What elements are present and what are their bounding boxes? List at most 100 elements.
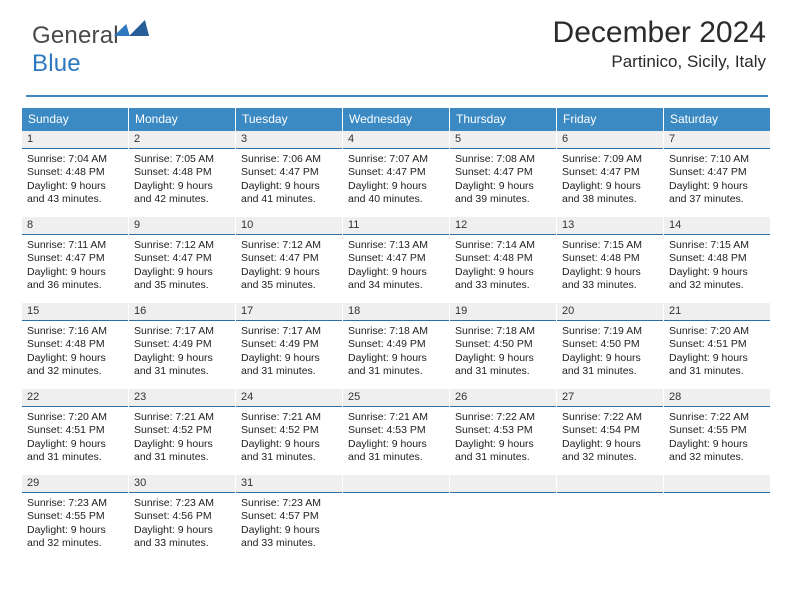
day-body: Sunrise: 7:20 AMSunset: 4:51 PMDaylight:… xyxy=(22,407,128,471)
sunrise-text: Sunrise: 7:21 AM xyxy=(348,411,444,424)
sunset-text: Sunset: 4:52 PM xyxy=(241,424,337,437)
calendar-week: 8Sunrise: 7:11 AMSunset: 4:47 PMDaylight… xyxy=(22,217,770,303)
sunset-text: Sunset: 4:54 PM xyxy=(562,424,658,437)
dow-monday: Monday xyxy=(129,108,236,131)
day-body xyxy=(557,493,663,563)
day-body: Sunrise: 7:23 AMSunset: 4:55 PMDaylight:… xyxy=(22,493,128,557)
sunrise-text: Sunrise: 7:23 AM xyxy=(27,497,123,510)
brand-part2: Blue xyxy=(32,50,81,77)
sunrise-text: Sunrise: 7:04 AM xyxy=(27,153,123,166)
sunset-text: Sunset: 4:57 PM xyxy=(241,510,337,523)
day-body: Sunrise: 7:13 AMSunset: 4:47 PMDaylight:… xyxy=(343,235,449,299)
sunrise-text: Sunrise: 7:21 AM xyxy=(134,411,230,424)
sunrise-text: Sunrise: 7:06 AM xyxy=(241,153,337,166)
day-body: Sunrise: 7:17 AMSunset: 4:49 PMDaylight:… xyxy=(129,321,235,385)
sunrise-text: Sunrise: 7:12 AM xyxy=(241,239,337,252)
daylight-text: Daylight: 9 hours and 36 minutes. xyxy=(27,266,123,293)
day-body: Sunrise: 7:18 AMSunset: 4:49 PMDaylight:… xyxy=(343,321,449,385)
calendar-day: 12Sunrise: 7:14 AMSunset: 4:48 PMDayligh… xyxy=(450,217,557,303)
sunset-text: Sunset: 4:47 PM xyxy=(348,166,444,179)
day-body: Sunrise: 7:10 AMSunset: 4:47 PMDaylight:… xyxy=(664,149,770,213)
sunset-text: Sunset: 4:47 PM xyxy=(669,166,765,179)
sunset-text: Sunset: 4:53 PM xyxy=(455,424,551,437)
daylight-text: Daylight: 9 hours and 41 minutes. xyxy=(241,180,337,207)
daylight-text: Daylight: 9 hours and 33 minutes. xyxy=(455,266,551,293)
sunset-text: Sunset: 4:53 PM xyxy=(348,424,444,437)
day-number: 31 xyxy=(236,475,342,493)
daylight-text: Daylight: 9 hours and 31 minutes. xyxy=(669,352,765,379)
day-body xyxy=(450,493,556,563)
day-body: Sunrise: 7:20 AMSunset: 4:51 PMDaylight:… xyxy=(664,321,770,385)
calendar-day: 10Sunrise: 7:12 AMSunset: 4:47 PMDayligh… xyxy=(236,217,343,303)
day-body: Sunrise: 7:17 AMSunset: 4:49 PMDaylight:… xyxy=(236,321,342,385)
sunrise-text: Sunrise: 7:20 AM xyxy=(669,325,765,338)
daylight-text: Daylight: 9 hours and 39 minutes. xyxy=(455,180,551,207)
sunset-text: Sunset: 4:47 PM xyxy=(241,166,337,179)
daylight-text: Daylight: 9 hours and 31 minutes. xyxy=(241,438,337,465)
dow-saturday: Saturday xyxy=(664,108,770,131)
sunset-text: Sunset: 4:55 PM xyxy=(669,424,765,437)
daylight-text: Daylight: 9 hours and 31 minutes. xyxy=(348,352,444,379)
day-number: 8 xyxy=(22,217,128,235)
day-number: 6 xyxy=(557,131,663,149)
calendar-day: 31Sunrise: 7:23 AMSunset: 4:57 PMDayligh… xyxy=(236,475,343,563)
calendar-day: 2Sunrise: 7:05 AMSunset: 4:48 PMDaylight… xyxy=(129,131,236,217)
day-number: 4 xyxy=(343,131,449,149)
sunrise-text: Sunrise: 7:15 AM xyxy=(669,239,765,252)
day-body xyxy=(664,493,770,563)
calendar-week: 22Sunrise: 7:20 AMSunset: 4:51 PMDayligh… xyxy=(22,389,770,475)
sunset-text: Sunset: 4:51 PM xyxy=(669,338,765,351)
day-number: 15 xyxy=(22,303,128,321)
daylight-text: Daylight: 9 hours and 35 minutes. xyxy=(241,266,337,293)
daylight-text: Daylight: 9 hours and 31 minutes. xyxy=(348,438,444,465)
daylight-text: Daylight: 9 hours and 32 minutes. xyxy=(669,266,765,293)
day-number: 2 xyxy=(129,131,235,149)
day-body: Sunrise: 7:16 AMSunset: 4:48 PMDaylight:… xyxy=(22,321,128,385)
day-body: Sunrise: 7:14 AMSunset: 4:48 PMDaylight:… xyxy=(450,235,556,299)
day-number xyxy=(343,475,449,493)
daylight-text: Daylight: 9 hours and 31 minutes. xyxy=(134,352,230,379)
day-body: Sunrise: 7:21 AMSunset: 4:52 PMDaylight:… xyxy=(129,407,235,471)
sunrise-text: Sunrise: 7:23 AM xyxy=(241,497,337,510)
calendar-day-empty xyxy=(664,475,770,563)
day-body: Sunrise: 7:23 AMSunset: 4:57 PMDaylight:… xyxy=(236,493,342,557)
calendar-day-empty xyxy=(450,475,557,563)
day-body: Sunrise: 7:15 AMSunset: 4:48 PMDaylight:… xyxy=(557,235,663,299)
calendar-day: 1Sunrise: 7:04 AMSunset: 4:48 PMDaylight… xyxy=(22,131,129,217)
header-right: December 2024 Partinico, Sicily, Italy xyxy=(553,16,766,72)
day-number: 13 xyxy=(557,217,663,235)
day-body: Sunrise: 7:22 AMSunset: 4:55 PMDaylight:… xyxy=(664,407,770,471)
day-number: 14 xyxy=(664,217,770,235)
sunset-text: Sunset: 4:48 PM xyxy=(27,338,123,351)
day-number: 16 xyxy=(129,303,235,321)
sunset-text: Sunset: 4:48 PM xyxy=(562,252,658,265)
brand-logo: General Blue xyxy=(32,22,119,78)
day-number: 12 xyxy=(450,217,556,235)
calendar-day: 20Sunrise: 7:19 AMSunset: 4:50 PMDayligh… xyxy=(557,303,664,389)
calendar: Sunday Monday Tuesday Wednesday Thursday… xyxy=(22,108,770,563)
sunset-text: Sunset: 4:47 PM xyxy=(134,252,230,265)
brand-text: General Blue xyxy=(32,22,119,78)
sunset-text: Sunset: 4:49 PM xyxy=(134,338,230,351)
calendar-day: 30Sunrise: 7:23 AMSunset: 4:56 PMDayligh… xyxy=(129,475,236,563)
daylight-text: Daylight: 9 hours and 31 minutes. xyxy=(455,352,551,379)
day-body: Sunrise: 7:07 AMSunset: 4:47 PMDaylight:… xyxy=(343,149,449,213)
day-body: Sunrise: 7:23 AMSunset: 4:56 PMDaylight:… xyxy=(129,493,235,557)
day-body: Sunrise: 7:09 AMSunset: 4:47 PMDaylight:… xyxy=(557,149,663,213)
sunrise-text: Sunrise: 7:21 AM xyxy=(241,411,337,424)
sunset-text: Sunset: 4:50 PM xyxy=(455,338,551,351)
dow-row: Sunday Monday Tuesday Wednesday Thursday… xyxy=(22,108,770,131)
sunrise-text: Sunrise: 7:18 AM xyxy=(348,325,444,338)
sunset-text: Sunset: 4:49 PM xyxy=(348,338,444,351)
day-body xyxy=(343,493,449,563)
sunset-text: Sunset: 4:47 PM xyxy=(562,166,658,179)
sunset-text: Sunset: 4:48 PM xyxy=(455,252,551,265)
daylight-text: Daylight: 9 hours and 37 minutes. xyxy=(669,180,765,207)
calendar-day: 21Sunrise: 7:20 AMSunset: 4:51 PMDayligh… xyxy=(664,303,770,389)
sunrise-text: Sunrise: 7:18 AM xyxy=(455,325,551,338)
sunset-text: Sunset: 4:47 PM xyxy=(455,166,551,179)
sunrise-text: Sunrise: 7:07 AM xyxy=(348,153,444,166)
day-body: Sunrise: 7:21 AMSunset: 4:53 PMDaylight:… xyxy=(343,407,449,471)
daylight-text: Daylight: 9 hours and 31 minutes. xyxy=(562,352,658,379)
daylight-text: Daylight: 9 hours and 40 minutes. xyxy=(348,180,444,207)
